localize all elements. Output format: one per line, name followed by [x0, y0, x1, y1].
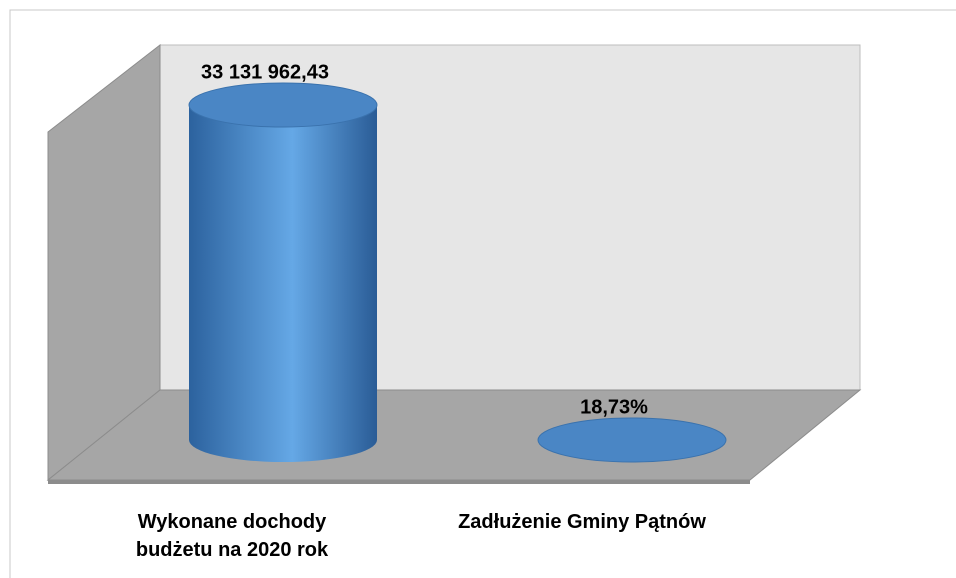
cylinder-top [537, 417, 727, 463]
floor [46, 389, 862, 481]
category-label: Wykonane dochody budżetu na 2020 rok [135, 511, 329, 561]
floor-edge [48, 480, 750, 484]
value-label: 33 131 962,43 [201, 61, 329, 83]
frame [9, 9, 956, 578]
category-label: Zadłużenie Gminy Pątnów [458, 511, 706, 533]
cylinder-top [188, 82, 378, 128]
value-label: 18,73% [580, 396, 648, 418]
cylinder [189, 105, 377, 462]
